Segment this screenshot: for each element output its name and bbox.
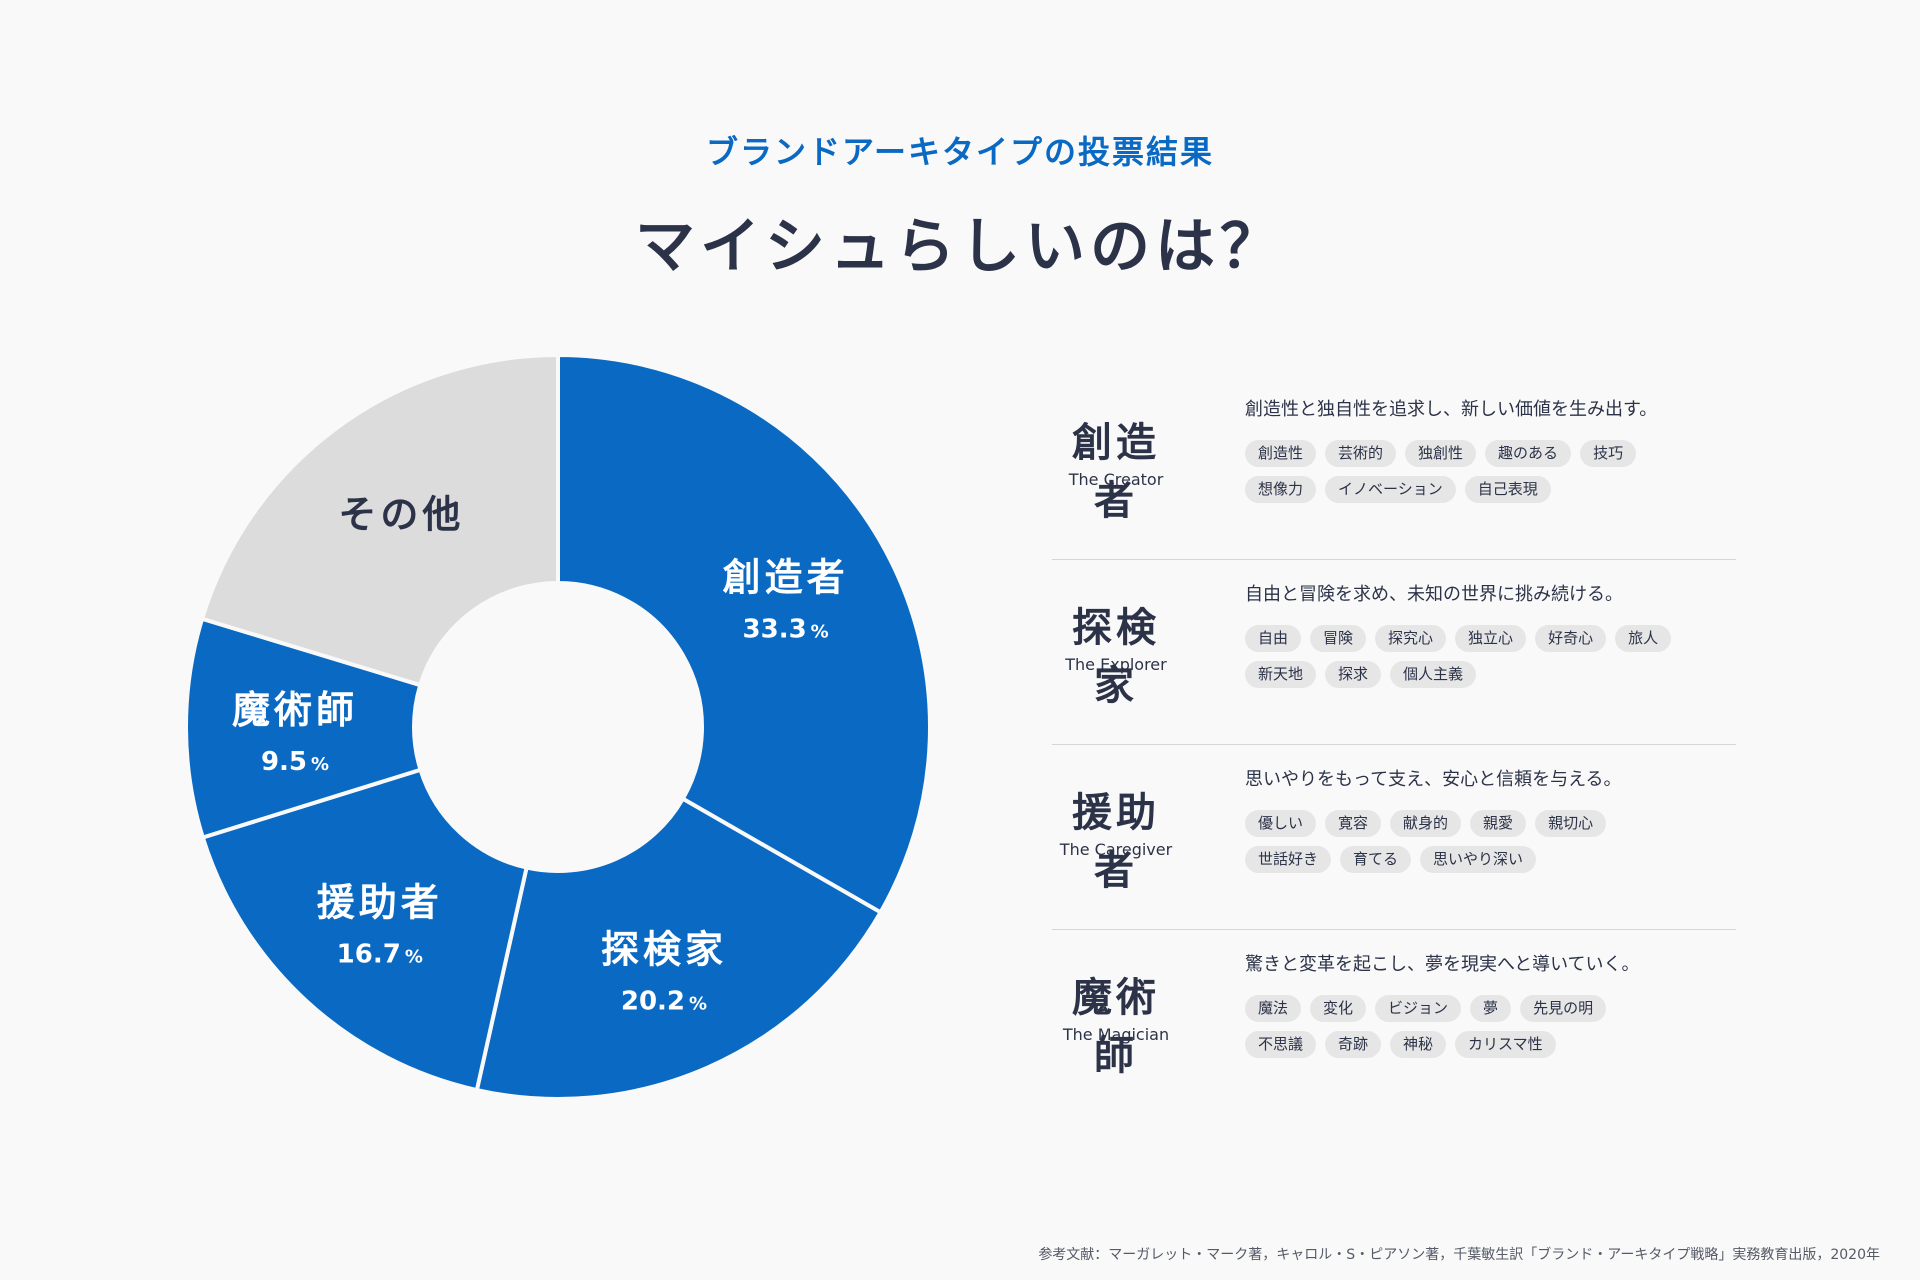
keyword-tag: 独創性: [1405, 440, 1477, 467]
archetype-english-name: The Creator: [1068, 470, 1164, 489]
reference-footnote: 参考文献：マーガレット・マーク著，キャロル・S・ピアソン著，千葉敏生訳「ブランド…: [1038, 1247, 1880, 1263]
archetype-name: 創造者: [1072, 420, 1160, 524]
keyword-tag: 神秘: [1390, 1031, 1447, 1058]
chart-subtitle: ブランドアーキタイプの投票結果: [705, 133, 1215, 171]
archetype-description: 自由と冒険を求め、未知の世界に挑み続ける。: [1245, 584, 1623, 605]
keyword-tag: 旅人: [1615, 625, 1672, 652]
keyword-tag: 自己表現: [1464, 476, 1551, 503]
donut-chart: 創造者 33.3 % 探検家 20.2 % 援助者 16.7 % 魔術師 9.5 % その他: [184, 352, 932, 1101]
slice-label-2: 援助者: [317, 880, 443, 924]
keyword-tag: 個人主義: [1390, 661, 1477, 688]
keyword-tag: 探究心: [1375, 625, 1447, 652]
slice-value-1: 20.2%: [621, 987, 707, 1017]
keyword-tag: 献身的: [1390, 810, 1462, 837]
archetype-entry: 探検家 The Explorer 自由と冒険を求め、未知の世界に挑み続ける。自由 冒険…: [1052, 560, 1736, 745]
keyword-tag-list: 創造性 芸術的 独創性 趣のある 技巧想像力 イノベーション 自己表現: [1245, 440, 1685, 503]
slice-label-1: 探検家: [601, 928, 727, 972]
donut-slice-0: [556, 352, 932, 916]
archetype-entry: 魔術師 The Magician 驚きと変革を起こし、夢を現実へと導いていく。魔法変…: [1052, 930, 1736, 1114]
keyword-tag: 夢: [1470, 995, 1512, 1022]
keyword-tag: 育てる: [1340, 846, 1412, 873]
keyword-tag: 自由: [1245, 625, 1302, 652]
archetype-legend: 創造者 The Creator 創造性と独自性を追求し、新しい価値を生み出す。創造性…: [1052, 375, 1736, 1114]
archetype-name: 探検家: [1072, 605, 1160, 709]
keyword-tag: 思いやり深い: [1420, 846, 1537, 873]
archetype-entry: 創造者 The Creator 創造性と独自性を追求し、新しい価値を生み出す。創造性…: [1052, 375, 1736, 560]
keyword-tag: 好奇心: [1535, 625, 1607, 652]
slice-label-0: 創造者: [723, 555, 849, 599]
donut-slice-2: [200, 767, 529, 1093]
archetype-entry: 援助者 The Caregiver 思いやりをもって支え、安心と信頼を与える。優しい…: [1052, 745, 1736, 930]
keyword-tag: 芸術的: [1325, 440, 1397, 467]
keyword-tag: 優しい: [1245, 810, 1317, 837]
keyword-tag: 探求: [1325, 661, 1382, 688]
keyword-tag: 魔法: [1245, 995, 1302, 1022]
keyword-tag: 冒険: [1310, 625, 1367, 652]
keyword-tag: 新天地: [1245, 661, 1317, 688]
slice-value-3: 9.5%: [261, 747, 329, 777]
keyword-tag: 趣のある: [1485, 440, 1572, 467]
slice-value-2: 16.7%: [337, 939, 423, 969]
keyword-tag-list: 自由 冒険 探究心 独立心 好奇心 旅人新天地 探求 個人主義: [1245, 625, 1685, 688]
donut-slice-4: [199, 352, 560, 688]
archetype-english-name: The Magician: [1062, 1025, 1170, 1044]
archetype-name: 魔術師: [1072, 975, 1160, 1079]
keyword-tag-list: 魔法 変化 ビジョン夢先見の明不思議 奇跡 神秘 カリスマ性: [1245, 995, 1685, 1058]
archetype-name: 援助者: [1072, 790, 1160, 894]
slice-label-4: その他: [338, 493, 464, 537]
keyword-tag-list: 優しい 寛容 献身的 親愛 親切心世話好き 育てる 思いやり深い: [1245, 810, 1685, 873]
keyword-tag: 不思議: [1245, 1031, 1317, 1058]
slice-label-3: 魔術師: [232, 688, 358, 732]
archetype-description: 思いやりをもって支え、安心と信頼を与える。: [1245, 769, 1622, 790]
keyword-tag: 世話好き: [1245, 846, 1332, 873]
keyword-tag: 想像力: [1245, 476, 1317, 503]
keyword-tag: 寛容: [1325, 810, 1382, 837]
keyword-tag: 独立心: [1455, 625, 1527, 652]
archetype-description: 驚きと変革を起こし、夢を現実へと導いていく。: [1245, 954, 1640, 975]
donut-slice-3: [184, 616, 424, 841]
keyword-tag: 技巧: [1580, 440, 1637, 467]
keyword-tag: 創造性: [1245, 440, 1317, 467]
keyword-tag: イノベーション: [1325, 476, 1456, 503]
archetype-english-name: The Explorer: [1065, 655, 1167, 674]
keyword-tag: 親切心: [1535, 810, 1607, 837]
keyword-tag: 先見の明: [1520, 995, 1607, 1022]
slice-value-0: 33.3%: [743, 614, 829, 644]
archetype-description: 創造性と独自性を追求し、新しい価値を生み出す。: [1245, 399, 1658, 420]
keyword-tag: 変化: [1310, 995, 1367, 1022]
archetype-english-name: The Caregiver: [1059, 840, 1173, 859]
keyword-tag: ビジョン: [1375, 995, 1462, 1022]
keyword-tag: 奇跡: [1325, 1031, 1382, 1058]
keyword-tag: カリスマ性: [1455, 1031, 1556, 1058]
keyword-tag: 親愛: [1470, 810, 1527, 837]
donut-slice-1: [474, 796, 884, 1101]
chart-title: マイシュらしいのは？: [635, 212, 1285, 282]
